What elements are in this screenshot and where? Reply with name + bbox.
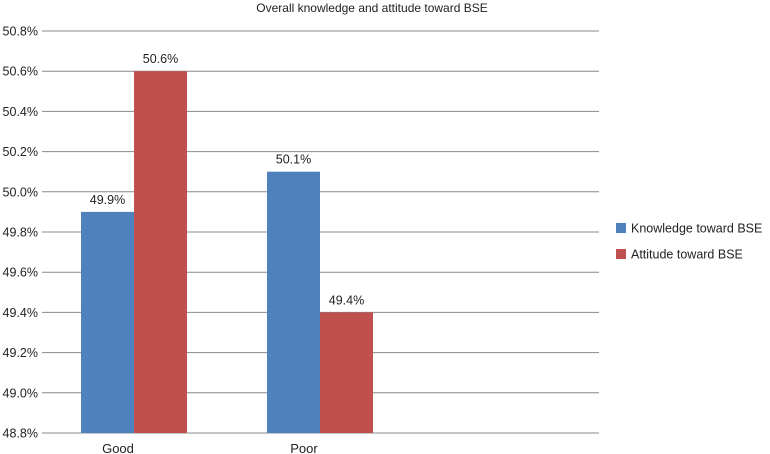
data-label: 49.9% (90, 193, 125, 207)
y-tick-label: 50.8% (3, 25, 38, 39)
y-tick-label: 49.2% (3, 346, 38, 360)
x-category-label: Poor (290, 441, 318, 454)
x-axis-category-labels: Good Poor (102, 441, 318, 454)
y-tick-label: 49.0% (3, 386, 38, 400)
legend-swatch (616, 249, 626, 259)
y-tick-label: 48.8% (3, 427, 38, 441)
legend-label: Knowledge toward BSE (631, 222, 762, 236)
data-labels: 49.9% 50.6% 50.1% 49.4% (90, 52, 364, 307)
data-label: 50.6% (143, 52, 178, 66)
y-tick-label: 49.6% (3, 266, 38, 280)
x-category-label: Good (102, 441, 134, 454)
y-axis-tick-labels: 48.8% 49.0% 49.2% 49.4% 49.6% 49.8% 50.0% 50.2%… (3, 25, 38, 441)
y-tick-label: 50.2% (3, 145, 38, 159)
legend: Knowledge toward BSE Attitude toward BSE (616, 222, 762, 262)
bar (267, 171, 320, 433)
bars (81, 71, 373, 433)
y-tick-label: 50.6% (3, 65, 38, 79)
legend-swatch (616, 223, 626, 233)
legend-label: Attitude toward BSE (631, 248, 743, 262)
bar (320, 312, 373, 433)
y-tick-label: 50.4% (3, 105, 38, 119)
data-label: 49.4% (329, 293, 364, 307)
bar (81, 211, 134, 433)
chart-title: Overall knowledge and attitude toward BS… (256, 1, 487, 15)
y-tick-label: 49.8% (3, 226, 38, 240)
y-tick-label: 50.0% (3, 185, 38, 199)
bar (134, 71, 187, 433)
y-tick-label: 49.4% (3, 306, 38, 320)
data-label: 50.1% (276, 153, 311, 167)
